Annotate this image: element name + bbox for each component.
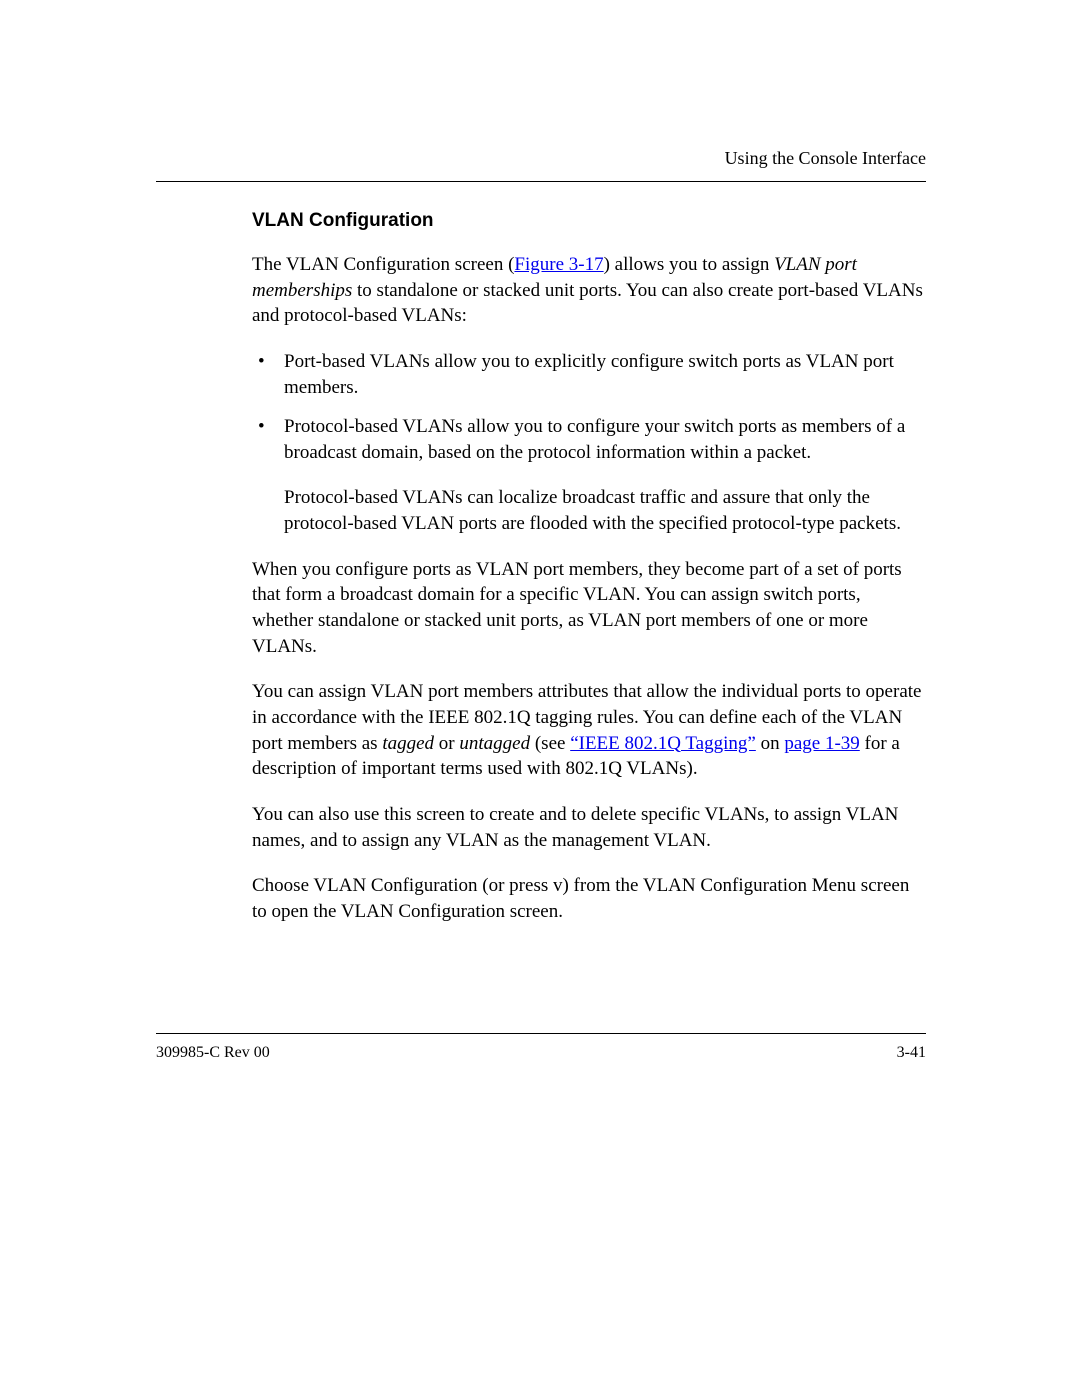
- content-column: VLAN Configuration The VLAN Configuratio…: [156, 210, 926, 924]
- list-item: Port-based VLANs allow you to explicitly…: [252, 349, 926, 400]
- text: The VLAN Configuration screen (: [252, 254, 514, 275]
- header-rule: [156, 181, 926, 182]
- footer-row: 309985-C Rev 00 3-41: [156, 1044, 926, 1062]
- intro-paragraph: The VLAN Configuration screen (Figure 3-…: [252, 252, 926, 329]
- bullet-list: Port-based VLANs allow you to explicitly…: [252, 349, 926, 466]
- paragraph: When you configure ports as VLAN port me…: [252, 557, 926, 660]
- page-number: 3-41: [897, 1044, 926, 1062]
- text: on: [756, 733, 785, 754]
- footer-rule: [156, 1033, 926, 1034]
- doc-id: 309985-C Rev 00: [156, 1044, 270, 1062]
- sub-paragraph: Protocol-based VLANs can localize broadc…: [252, 485, 926, 536]
- list-item: Protocol-based VLANs allow you to config…: [252, 414, 926, 465]
- ieee-tagging-link[interactable]: “IEEE 802.1Q Tagging”: [570, 733, 756, 754]
- page-footer: 309985-C Rev 00 3-41: [156, 1033, 926, 1062]
- paragraph: You can also use this screen to create a…: [252, 802, 926, 853]
- page-ref-link[interactable]: page 1-39: [784, 733, 859, 754]
- section-title: VLAN Configuration: [252, 210, 926, 232]
- text: to standalone or stacked unit ports. You…: [252, 280, 923, 327]
- text: or: [434, 733, 459, 754]
- paragraph-tagging: You can assign VLAN port members attribu…: [252, 679, 926, 782]
- paragraph: Choose VLAN Configuration (or press v) f…: [252, 873, 926, 924]
- italic-text: untagged: [459, 733, 530, 754]
- text: ) allows you to assign: [604, 254, 774, 275]
- text: (see: [530, 733, 570, 754]
- italic-text: tagged: [382, 733, 434, 754]
- page-body: Using the Console Interface VLAN Configu…: [156, 148, 926, 944]
- running-header: Using the Console Interface: [156, 148, 926, 181]
- figure-link[interactable]: Figure 3-17: [514, 254, 603, 275]
